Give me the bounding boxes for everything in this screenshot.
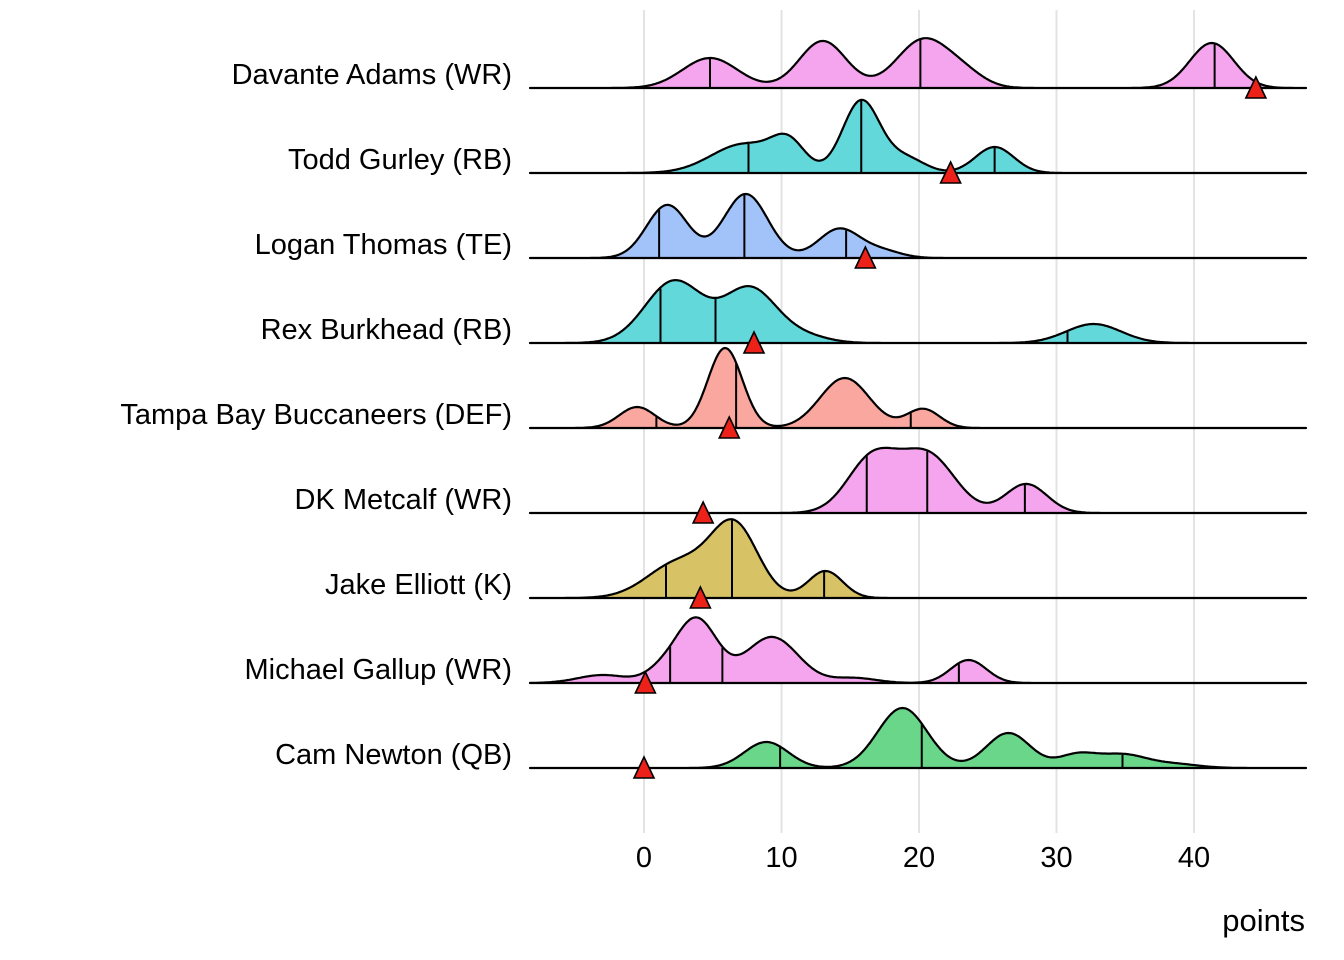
x-tick-label: 10 bbox=[765, 842, 797, 874]
player-label: Rex Burkhead (RB) bbox=[261, 314, 512, 346]
density-curve bbox=[528, 279, 1308, 345]
player-label: Davante Adams (WR) bbox=[232, 59, 512, 91]
ridge-row: DK Metcalf (WR) bbox=[295, 446, 1308, 524]
ridge-row: Davante Adams (WR) bbox=[232, 37, 1308, 99]
ridge-row: Logan Thomas (TE) bbox=[255, 192, 1308, 269]
density-curve bbox=[528, 37, 1308, 90]
actual-points-marker bbox=[632, 755, 656, 779]
x-tick-label: 0 bbox=[636, 842, 652, 874]
x-tick-label: 40 bbox=[1178, 842, 1210, 874]
ridge-row: Michael Gallup (WR) bbox=[245, 616, 1308, 694]
actual-points-marker bbox=[634, 670, 657, 694]
actual-points-marker bbox=[1244, 75, 1268, 99]
density-curve bbox=[528, 446, 1308, 515]
x-axis-tick-labels: 0 10 20 30 40 bbox=[636, 842, 1210, 874]
x-axis-title: points bbox=[1222, 903, 1305, 938]
player-label: Tampa Bay Buccaneers (DEF) bbox=[120, 399, 512, 431]
density-curve bbox=[528, 706, 1308, 770]
density-curve bbox=[528, 616, 1308, 685]
player-label: Logan Thomas (TE) bbox=[255, 229, 512, 261]
actual-points-marker bbox=[717, 415, 741, 439]
player-label: Todd Gurley (RB) bbox=[288, 144, 512, 176]
density-curve bbox=[528, 346, 1308, 430]
ridge-row: Todd Gurley (RB) bbox=[288, 98, 1308, 184]
actual-points-marker bbox=[689, 585, 712, 609]
player-label: DK Metcalf (WR) bbox=[295, 484, 513, 516]
actual-points-marker bbox=[939, 160, 962, 184]
density-curve bbox=[528, 192, 1308, 260]
player-label: Cam Newton (QB) bbox=[275, 739, 512, 771]
ridge-row: Rex Burkhead (RB) bbox=[261, 279, 1308, 354]
actual-points-marker bbox=[854, 245, 877, 269]
actual-points-marker bbox=[742, 330, 766, 354]
player-label: Jake Elliott (K) bbox=[325, 569, 512, 601]
ridge-row: Cam Newton (QB) bbox=[275, 706, 1308, 779]
density-curve bbox=[528, 98, 1308, 175]
actual-points-marker bbox=[691, 500, 715, 524]
density-curve bbox=[528, 518, 1308, 600]
x-tick-label: 30 bbox=[1040, 842, 1072, 874]
player-label: Michael Gallup (WR) bbox=[245, 654, 513, 686]
ridge-row: Tampa Bay Buccaneers (DEF) bbox=[120, 346, 1308, 439]
ridge-row: Jake Elliott (K) bbox=[325, 518, 1308, 609]
x-tick-label: 20 bbox=[903, 842, 935, 874]
